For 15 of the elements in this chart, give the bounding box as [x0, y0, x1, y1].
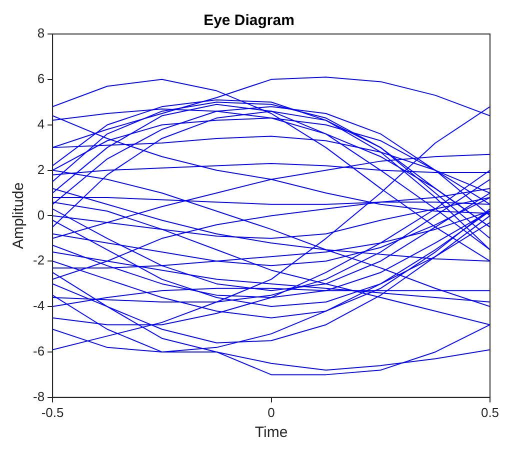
y-axis-title: Amplitude: [10, 182, 28, 250]
y-tick-label: -8: [32, 388, 45, 404]
y-tick-label: 6: [37, 71, 45, 86]
y-tick-label: 8: [37, 26, 45, 41]
x-tick-label: -0.5: [41, 404, 64, 420]
y-tick-label: -4: [32, 298, 45, 314]
y-tick-label: 0: [37, 207, 45, 222]
x-tick-label: 0: [268, 404, 275, 420]
y-tick-label: 4: [37, 116, 45, 132]
y-tick-label: -2: [32, 252, 45, 268]
y-tick-label: 2: [37, 162, 45, 177]
y-tick-label: -6: [32, 344, 45, 359]
x-tick-label: 0.5: [480, 404, 500, 420]
chart-title: Eye Diagram: [204, 12, 294, 30]
x-axis-title: Time: [254, 424, 288, 442]
